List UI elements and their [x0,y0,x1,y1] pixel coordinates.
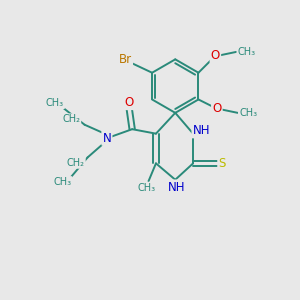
Text: CH₃: CH₃ [138,183,156,193]
Text: NH: NH [168,181,185,194]
Text: S: S [218,157,226,170]
Text: CH₃: CH₃ [53,177,71,187]
Text: O: O [212,103,221,116]
Text: CH₃: CH₃ [239,108,257,118]
Text: Br: Br [119,53,132,66]
Text: CH₂: CH₂ [67,158,85,168]
Text: N: N [103,132,111,145]
Text: CH₃: CH₃ [238,47,256,57]
Text: O: O [211,49,220,62]
Text: O: O [124,96,134,109]
Text: CH₂: CH₂ [62,114,80,124]
Text: NH: NH [193,124,210,137]
Text: CH₃: CH₃ [46,98,64,108]
